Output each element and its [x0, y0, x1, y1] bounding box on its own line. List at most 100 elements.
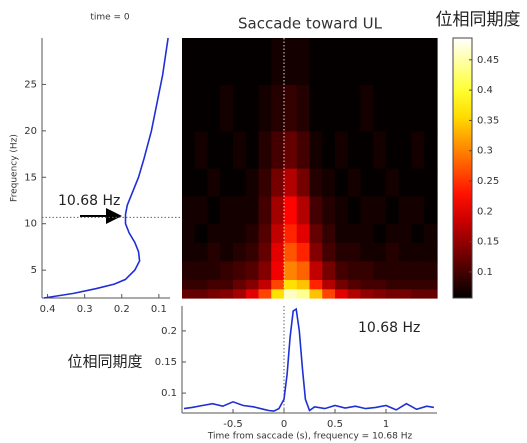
heat-cell [233, 279, 247, 290]
heat-cell [296, 279, 311, 290]
heat-cell [245, 260, 260, 281]
heat-cell [245, 168, 260, 197]
heat-cell [373, 168, 387, 197]
heat-cell [194, 223, 209, 243]
heat-cell [360, 260, 374, 281]
heat-cell [386, 195, 400, 225]
y-tick-label: 5 [31, 265, 37, 276]
heat-cell [322, 168, 336, 197]
heat-cell [360, 130, 374, 169]
heat-cell [373, 84, 387, 132]
heat-cell [386, 223, 400, 243]
heat-cell [347, 223, 362, 243]
heat-cell [398, 288, 413, 299]
heat-cell [322, 242, 336, 262]
y-tick-label: 0.15 [155, 357, 177, 368]
heat-cell [258, 288, 272, 299]
heat-cell [411, 260, 425, 281]
heat-cell [398, 38, 413, 86]
heat-cell [245, 288, 260, 299]
heat-cell [284, 130, 298, 169]
heat-cell [207, 130, 221, 169]
heat-cell [284, 242, 298, 262]
heat-cell [194, 242, 209, 262]
heat-cell [411, 279, 425, 290]
heat-cell [245, 223, 260, 243]
heat-cell [322, 223, 336, 243]
heat-cell [258, 195, 272, 225]
heat-cell [335, 242, 349, 262]
heat-cell [347, 130, 362, 169]
heat-cell [322, 288, 336, 299]
heat-cell [233, 223, 247, 243]
heat-cell [271, 242, 285, 262]
heat-cell [258, 260, 272, 281]
heat-cell [194, 84, 209, 132]
heat-cell [424, 84, 438, 132]
heat-cell [182, 38, 196, 86]
heat-cell [386, 38, 400, 86]
heat-cell [296, 130, 311, 169]
y-tick-label: 0.2 [161, 326, 177, 337]
heat-cell [322, 38, 336, 86]
heat-cell [335, 130, 349, 169]
heat-cell [398, 195, 413, 225]
heat-cell [245, 84, 260, 132]
x-tick-label: -0.5 [223, 419, 243, 430]
heat-cell [360, 279, 374, 290]
heat-cell [335, 260, 349, 281]
heat-cell [194, 168, 209, 197]
x-tick-label: 0.5 [327, 419, 343, 430]
heat-cell [207, 195, 221, 225]
line-series [43, 37, 169, 299]
y-tick-label: 10 [24, 219, 37, 230]
heat-cell [347, 279, 362, 290]
heat-cell [182, 223, 196, 243]
colorbar-tick-label: 0.2 [477, 206, 493, 217]
heat-cell [322, 279, 336, 290]
heat-cell [194, 195, 209, 225]
heat-cell [220, 168, 234, 197]
heat-cell [347, 38, 362, 86]
heat-cell [386, 130, 400, 169]
bottom-annotation: 10.68 Hz [358, 320, 420, 336]
heat-cell [207, 242, 221, 262]
heat-cell [258, 279, 272, 290]
heat-cell [398, 279, 413, 290]
heat-cell [284, 288, 298, 299]
heat-cell [207, 84, 221, 132]
heat-cell [424, 242, 438, 262]
heat-cell [398, 84, 413, 132]
heat-cell [284, 279, 298, 290]
heat-cell [271, 260, 285, 281]
heat-cell [258, 130, 272, 169]
x-tick-label: 0 [281, 419, 287, 430]
heat-cell [411, 38, 425, 86]
heat-cell [220, 223, 234, 243]
heat-cell [233, 84, 247, 132]
heat-cell [284, 84, 298, 132]
colorbar-tick-label: 0.15 [477, 237, 499, 248]
heat-cell [335, 223, 349, 243]
heat-cell [335, 279, 349, 290]
heat-cell [347, 260, 362, 281]
heat-cell [386, 242, 400, 262]
heat-cell [411, 130, 425, 169]
heat-cell [271, 279, 285, 290]
heat-cell [424, 279, 438, 290]
heat-cell [207, 38, 221, 86]
heat-cell [245, 38, 260, 86]
heat-cell [373, 38, 387, 86]
heat-cell [373, 242, 387, 262]
line-series [183, 307, 435, 412]
heat-cell [233, 130, 247, 169]
heat-cell [220, 84, 234, 132]
heat-cell [284, 223, 298, 243]
heat-cell [309, 130, 323, 169]
x-tick-label: 0.4 [40, 304, 56, 315]
heat-cell [220, 260, 234, 281]
heat-cell [373, 130, 387, 169]
heat-cell [220, 38, 234, 86]
colorbar-title: 位相同期度 [436, 10, 521, 30]
heat-cell [386, 279, 400, 290]
